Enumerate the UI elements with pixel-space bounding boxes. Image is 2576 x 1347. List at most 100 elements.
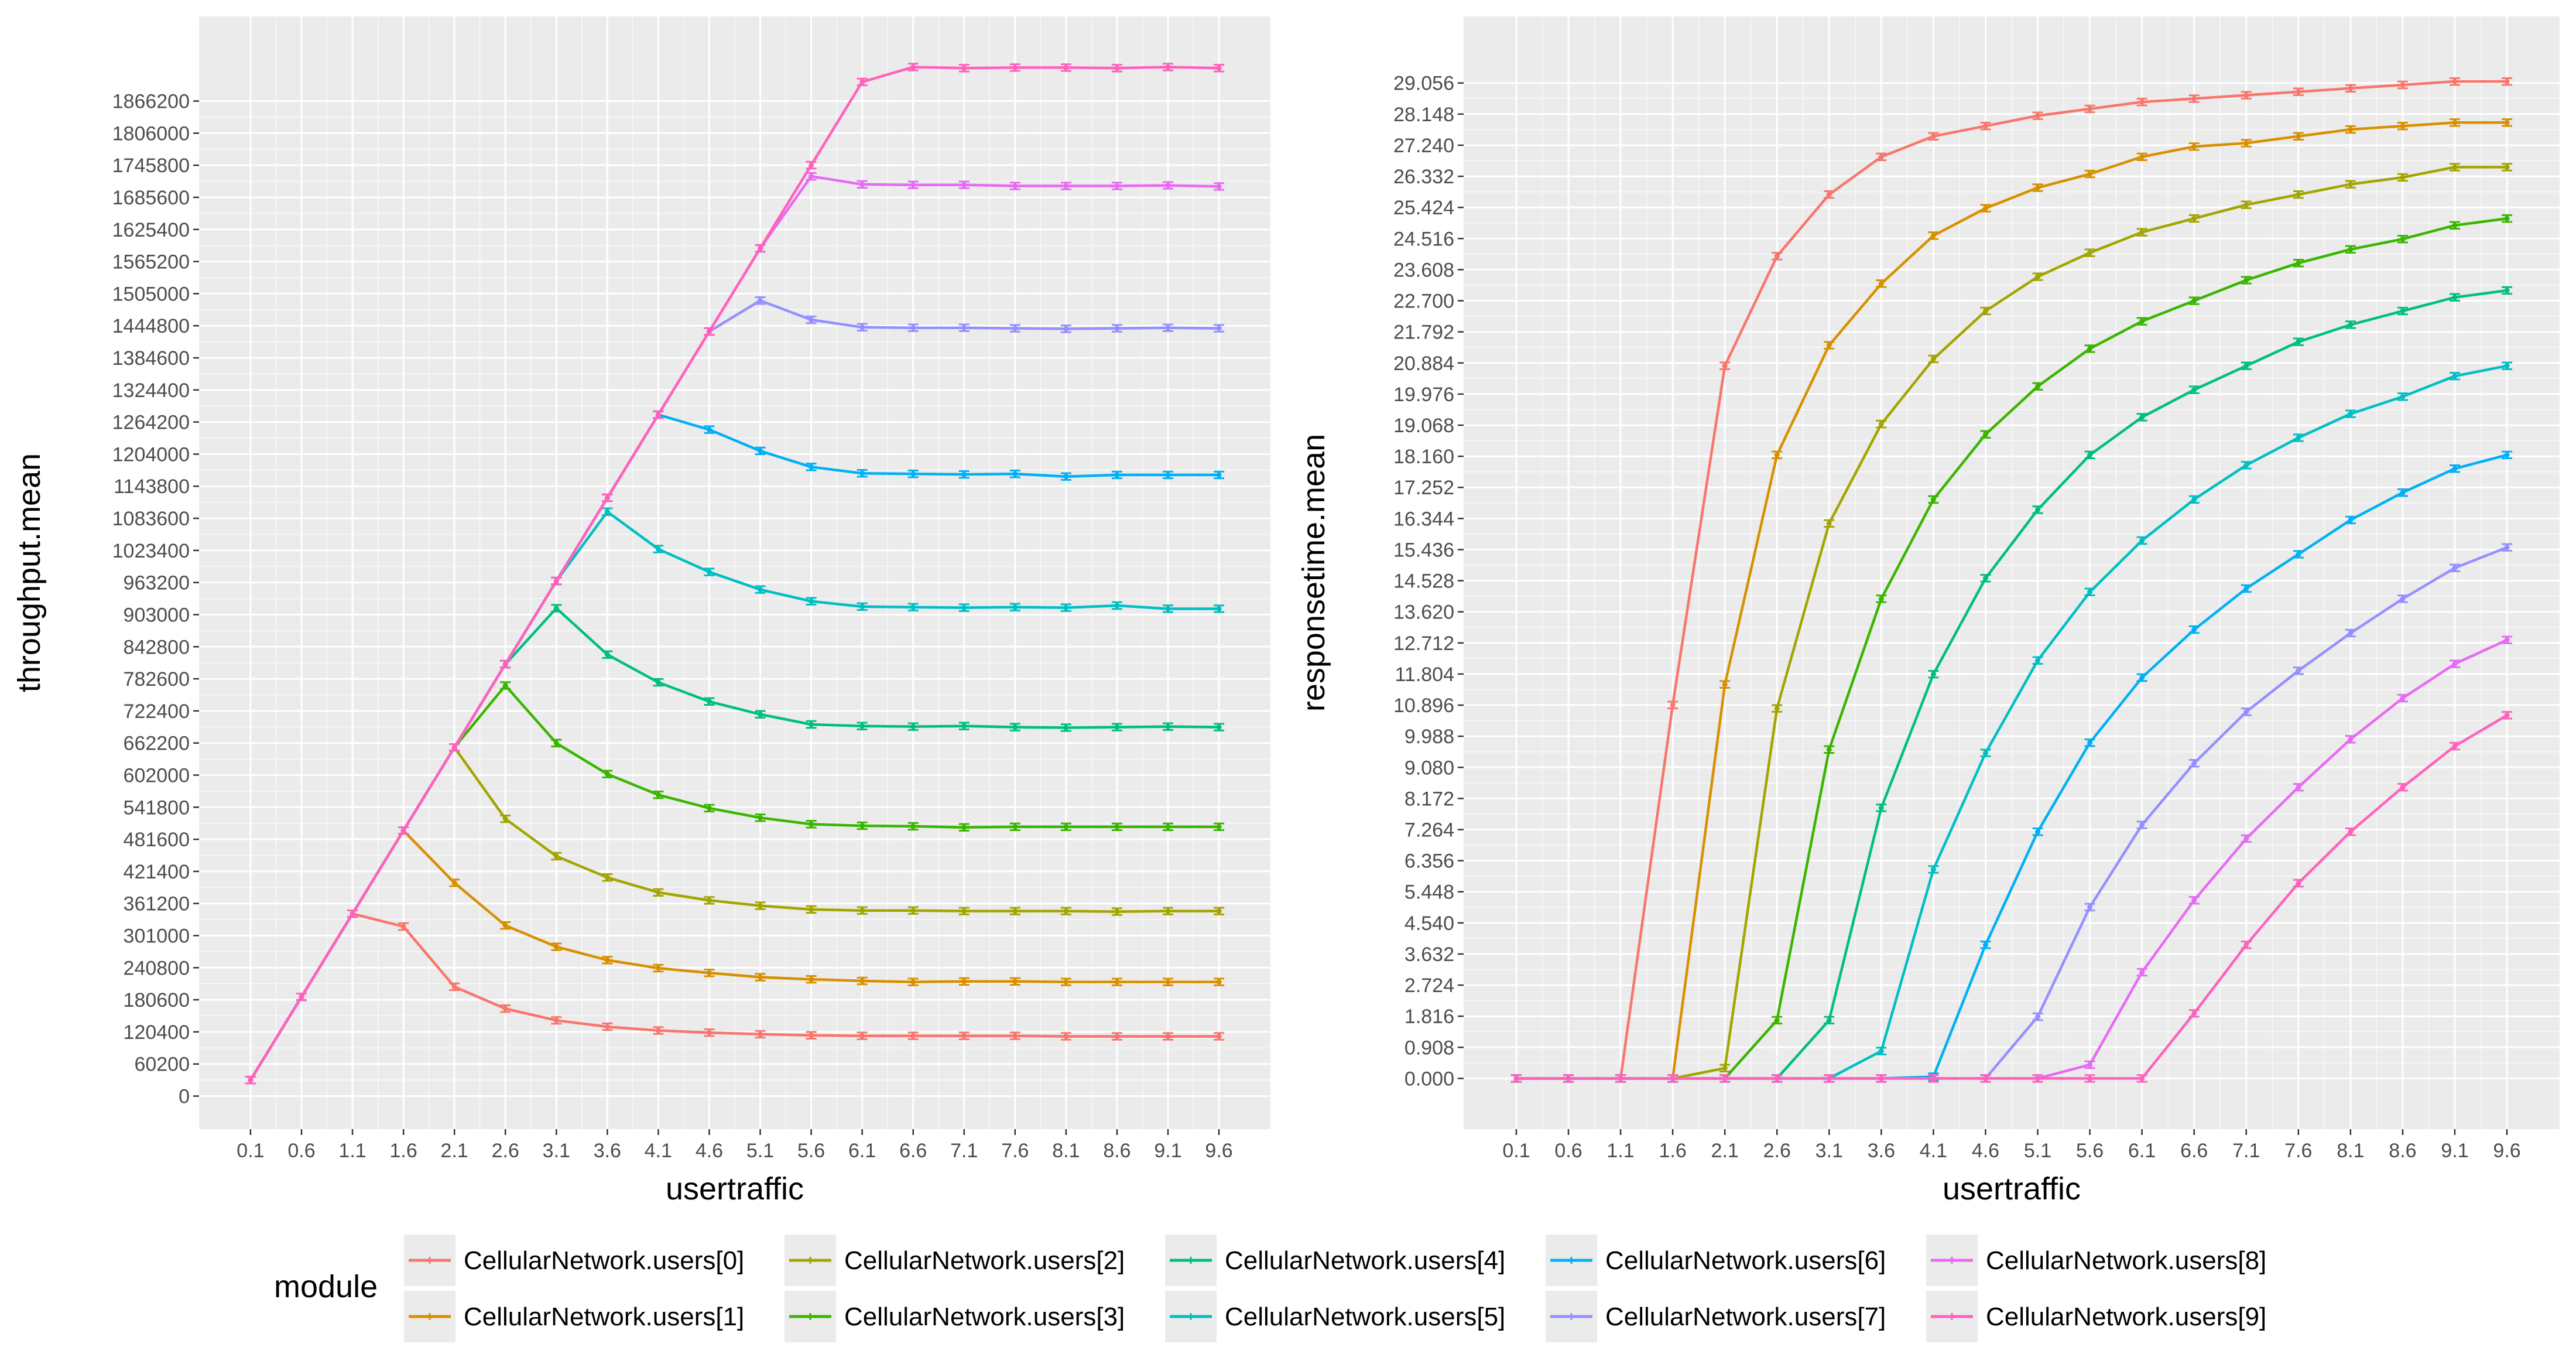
responsetime-x-tick-label: 4.1: [1920, 1140, 1947, 1162]
data-point: [2452, 119, 2458, 125]
data-point: [2139, 538, 2145, 543]
throughput-minor-gridlines: [199, 16, 1270, 1129]
responsetime-x-tick-label: 2.6: [1763, 1140, 1791, 1162]
legend-item: CellularNetwork.users[1]: [404, 1291, 744, 1342]
data-point: [2348, 517, 2354, 523]
responsetime-y-tick-label: 9.988: [1405, 726, 1454, 748]
legend-label: CellularNetwork.users[4]: [1225, 1246, 1505, 1275]
throughput-y-tick-label: 1745800: [112, 155, 190, 177]
data-point: [1012, 908, 1018, 914]
responsetime-y-tick-label: 10.896: [1393, 695, 1454, 717]
data-point: [2139, 230, 2145, 235]
throughput-y-tick-label: 1384600: [112, 347, 190, 370]
data-point: [1012, 604, 1018, 610]
data-point: [451, 880, 457, 886]
data-point: [961, 979, 967, 984]
data-point: [2400, 596, 2406, 601]
data-point: [758, 903, 763, 909]
responsetime-y-tick-label: 21.792: [1393, 322, 1454, 344]
data-point: [910, 979, 916, 985]
responsetime-y-tick-label: 0.908: [1405, 1037, 1454, 1059]
data-point: [961, 825, 967, 830]
data-point: [451, 984, 457, 990]
responsetime-y-tick-label: 12.712: [1393, 633, 1454, 655]
data-point: [2087, 452, 2093, 458]
responsetime-x-tick-label: 8.1: [2337, 1140, 2364, 1162]
throughput-x-tick-label: 0.6: [287, 1140, 315, 1162]
data-point: [706, 329, 712, 334]
data-point: [2504, 452, 2510, 458]
responsetime-y-tick-label: 7.264: [1405, 819, 1454, 841]
data-point: [910, 325, 916, 331]
data-point: [809, 162, 814, 168]
throughput-y-tick-label: 1505000: [112, 283, 190, 305]
data-point: [2243, 462, 2249, 468]
data-point: [961, 723, 967, 729]
throughput-x-axis-title: usertraffic: [666, 1171, 804, 1206]
legend-item: CellularNetwork.users[6]: [1546, 1235, 1886, 1286]
throughput-x-tick-label: 4.6: [696, 1140, 723, 1162]
responsetime-y-tick-label: 15.436: [1393, 539, 1454, 561]
data-point: [2348, 829, 2354, 835]
data-point: [248, 1077, 254, 1083]
data-point: [910, 823, 916, 829]
data-point: [1165, 724, 1171, 730]
data-point: [910, 724, 916, 730]
data-point: [2296, 435, 2301, 441]
data-point: [2035, 1014, 2041, 1020]
data-point: [1216, 326, 1222, 331]
data-point: [2400, 394, 2406, 399]
data-point: [1513, 1075, 1519, 1081]
data-point: [2139, 319, 2145, 324]
data-point: [1930, 356, 1936, 362]
data-point: [1012, 471, 1018, 477]
data-point: [1216, 606, 1222, 611]
responsetime-y-tick-label: 22.700: [1393, 290, 1454, 313]
data-point: [2400, 490, 2406, 495]
data-point: [2296, 192, 2301, 197]
responsetime-x-tick-label: 4.6: [1972, 1140, 1999, 1162]
throughput-y-tick-label: 361200: [124, 893, 190, 915]
series-line: [1516, 166, 2508, 1080]
data-point: [1012, 1033, 1018, 1039]
data-point: [2452, 78, 2458, 84]
legend-item: CellularNetwork.users[0]: [404, 1235, 744, 1286]
responsetime-y-tick-label: 1.816: [1405, 1006, 1454, 1028]
data-point: [1774, 1075, 1780, 1081]
data-point: [2348, 247, 2354, 252]
data-point: [758, 298, 763, 303]
data-point: [910, 908, 916, 914]
data-point: [2452, 223, 2458, 228]
responsetime-y-axis-title: responsetime.mean: [1296, 434, 1331, 712]
data-point: [2191, 760, 2197, 766]
data-point: [910, 64, 916, 70]
data-point: [1114, 65, 1120, 71]
data-point: [706, 805, 712, 811]
throughput-y-tick-label: 722400: [124, 700, 190, 723]
data-point: [655, 965, 661, 971]
responsetime-x-tick-label: 1.1: [1606, 1140, 1634, 1162]
responsetime-y-tick-label: 17.252: [1393, 477, 1454, 499]
series-line: [249, 66, 1220, 1081]
data-point: [1982, 1075, 1988, 1081]
responsetime-y-tick-label: 26.332: [1393, 166, 1454, 188]
data-point: [2035, 507, 2041, 512]
throughput-y-tick-label: 602000: [124, 764, 190, 787]
throughput-series: [245, 63, 1225, 1085]
data-point: [2243, 363, 2249, 369]
data-point: [2087, 1075, 2093, 1081]
responsetime-x-tick-label: 6.1: [2128, 1140, 2156, 1162]
throughput-chart: 0 60200 120400 180600 240800 301000 361200 4214…: [12, 16, 1270, 1206]
responsetime-minor-gridlines: [1464, 16, 2560, 1129]
data-point: [1670, 702, 1676, 708]
data-point: [1826, 1075, 1832, 1081]
data-point: [2035, 1075, 2041, 1081]
responsetime-y-tick-label: 4.540: [1405, 912, 1454, 935]
legend-item: CellularNetwork.users[3]: [785, 1291, 1125, 1342]
responsetime-y-tick-label: 24.516: [1393, 228, 1454, 250]
data-point: [1878, 1075, 1884, 1081]
throughput-y-tick-label: 1264200: [112, 412, 190, 434]
data-point: [2243, 942, 2249, 948]
data-point: [2296, 784, 2301, 790]
data-point: [1930, 1075, 1936, 1081]
